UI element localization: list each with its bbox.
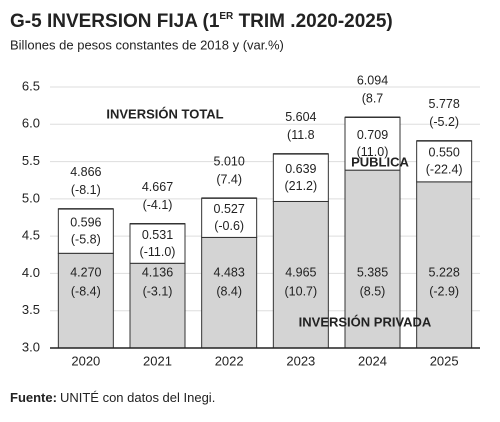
x-tick-label: 2023 bbox=[286, 353, 315, 368]
value-label: 5.228 bbox=[429, 265, 460, 279]
x-tick-label: 2022 bbox=[215, 353, 244, 368]
x-tick-label: 2025 bbox=[430, 353, 459, 368]
x-tick-label: 2024 bbox=[358, 353, 387, 368]
total-change-label: (8.7 bbox=[362, 92, 384, 106]
title-end: TRIM .2020-2025) bbox=[233, 11, 392, 32]
bar-segment bbox=[344, 116, 401, 171]
bar-segment bbox=[129, 223, 186, 264]
total-label: 4.866 bbox=[70, 165, 101, 179]
value-label: 0.527 bbox=[214, 202, 245, 216]
change-label: (11.0) bbox=[357, 145, 389, 159]
value-label: 4.136 bbox=[142, 265, 173, 279]
y-tick-label: 4.0 bbox=[22, 265, 40, 280]
change-label: (-0.6) bbox=[214, 219, 244, 233]
value-label: 0.639 bbox=[285, 162, 316, 176]
total-label: 5.778 bbox=[429, 97, 460, 111]
value-label: 0.709 bbox=[357, 128, 388, 142]
source: Fuente: UNITÉ con datos del Inegi. bbox=[10, 390, 215, 405]
bar-segment bbox=[416, 181, 473, 349]
y-tick-label: 4.5 bbox=[22, 228, 40, 243]
value-label: 4.483 bbox=[214, 265, 245, 279]
annotation-public: PUBLICA bbox=[351, 154, 409, 169]
bar-segment bbox=[201, 236, 258, 349]
subtitle: Billones de pesos constantes de 2018 y (… bbox=[10, 37, 284, 52]
x-tick-label: 2021 bbox=[143, 353, 172, 368]
bar-segment bbox=[416, 140, 473, 183]
bar-segment bbox=[57, 208, 114, 254]
change-label: (-2.9) bbox=[429, 284, 459, 298]
y-tick-label: 3.0 bbox=[22, 339, 40, 354]
total-change-label: (-5.2) bbox=[429, 115, 459, 129]
change-label: (21.2) bbox=[285, 179, 318, 193]
change-label: (-8.4) bbox=[71, 284, 101, 298]
total-label: 4.667 bbox=[142, 180, 173, 194]
annotation-total: INVERSIÓN TOTAL bbox=[106, 106, 223, 121]
change-label: (-3.1) bbox=[143, 284, 173, 298]
change-label: (8.4) bbox=[216, 284, 242, 298]
total-change-label: (7.4) bbox=[216, 172, 242, 186]
value-label: 0.596 bbox=[70, 215, 101, 229]
y-tick-label: 3.5 bbox=[22, 302, 40, 317]
total-change-label: (-4.1) bbox=[143, 198, 173, 212]
change-label: (-11.0) bbox=[140, 245, 176, 259]
value-label: 5.385 bbox=[357, 265, 388, 279]
value-label: 4.270 bbox=[70, 265, 101, 279]
y-tick-label: 6.0 bbox=[22, 116, 40, 131]
change-label: (-5.8) bbox=[71, 232, 101, 246]
source-label: Fuente: bbox=[10, 390, 57, 405]
total-label: 5.010 bbox=[214, 154, 245, 168]
bar-segment bbox=[57, 252, 114, 349]
title-main: G-5 INVERSION FIJA (1 bbox=[10, 11, 220, 32]
title-superscript: ER bbox=[219, 11, 234, 22]
x-tick-label: 2020 bbox=[71, 353, 100, 368]
y-tick-label: 5.5 bbox=[22, 153, 40, 168]
value-label: 4.965 bbox=[285, 265, 316, 279]
y-tick-label: 5.0 bbox=[22, 190, 40, 205]
total-change-label: (11.8 bbox=[287, 128, 315, 142]
value-label: 0.531 bbox=[142, 228, 173, 242]
total-label: 5.604 bbox=[285, 110, 316, 124]
change-label: (-22.4) bbox=[426, 163, 463, 177]
chart-title: G-5 INVERSION FIJA (1ER TRIM .2020-2025) bbox=[10, 11, 393, 32]
y-tick-label: 6.5 bbox=[22, 78, 40, 93]
value-label: 0.550 bbox=[429, 146, 460, 160]
total-label: 6.094 bbox=[357, 74, 388, 88]
source-text: UNITÉ con datos del Inegi. bbox=[60, 390, 215, 405]
change-label: (8.5) bbox=[360, 284, 386, 298]
annotation-private: INVERSIÓN PRIVADA bbox=[299, 314, 432, 329]
bar-segment bbox=[201, 197, 258, 238]
change-label: (10.7) bbox=[285, 284, 318, 298]
total-change-label: (-8.1) bbox=[71, 183, 101, 197]
